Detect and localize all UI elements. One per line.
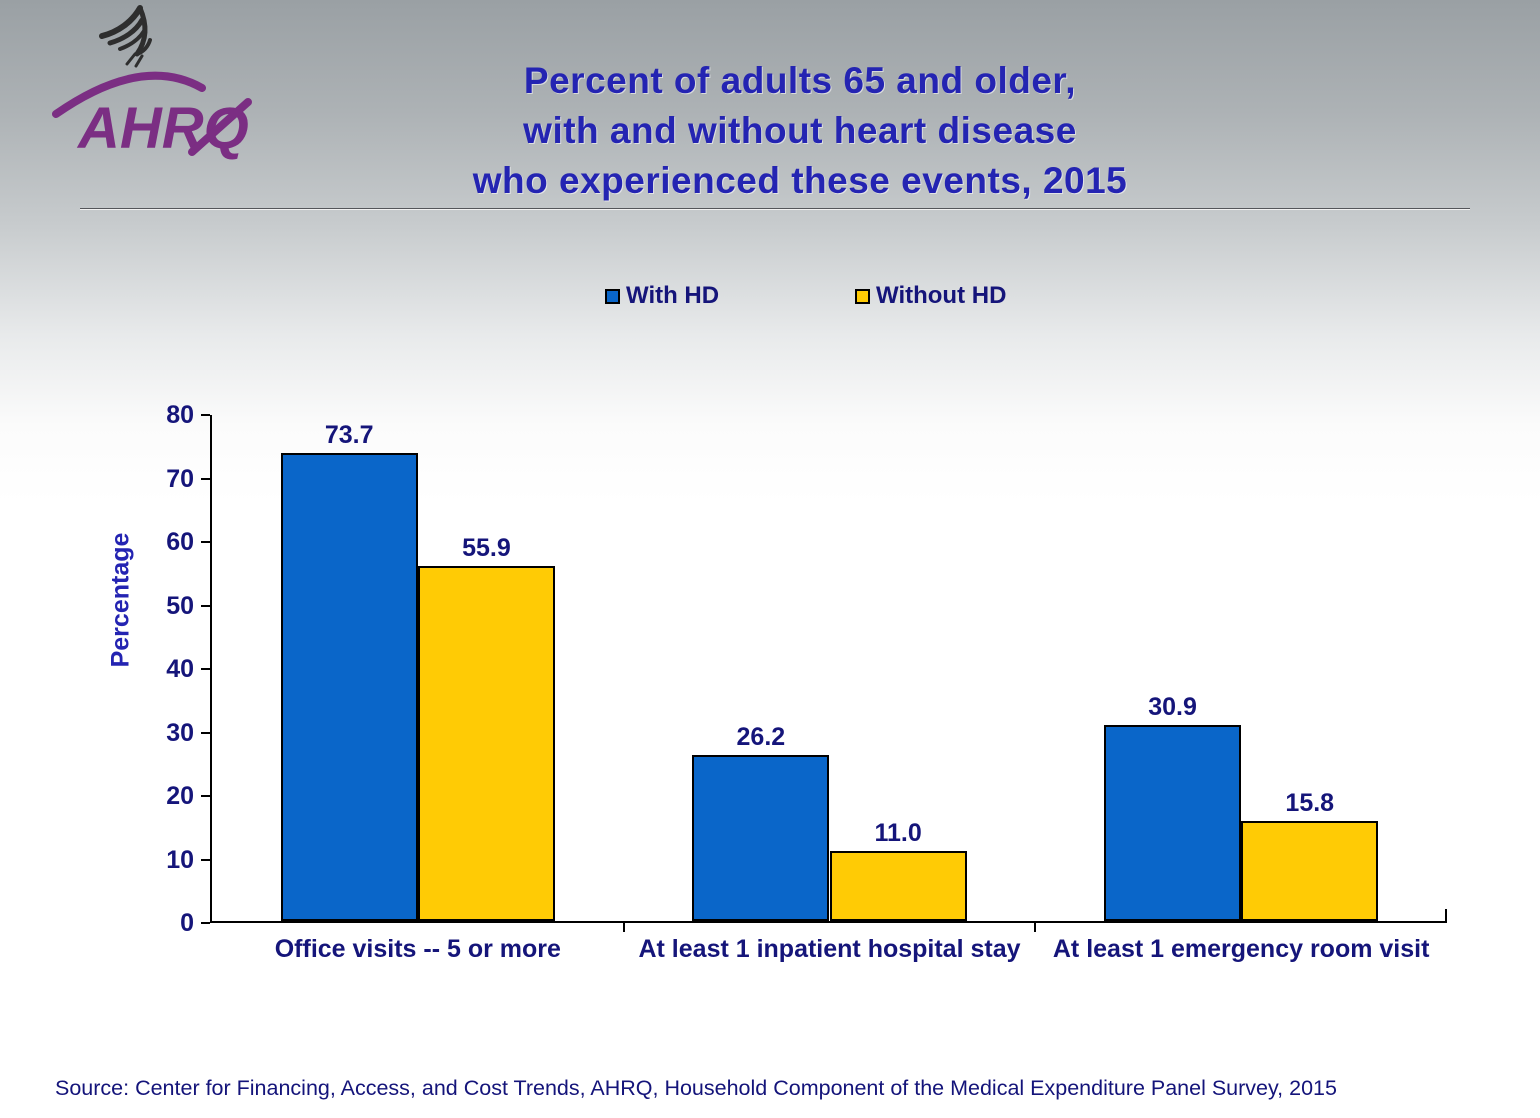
title-line-2: with and without heart disease: [523, 110, 1077, 151]
ahrq-wordmark: AHRQ: [52, 71, 252, 161]
ahrq-logo: AHRQ: [52, 5, 252, 161]
y-tick-label: 70: [166, 464, 194, 493]
legend-label-without-hd: Without HD: [876, 282, 1007, 309]
y-tick-label: 60: [166, 528, 194, 556]
legend-swatch-without-hd-icon: [855, 288, 870, 304]
hhs-eagle-icon: [99, 5, 152, 68]
y-tick: [201, 858, 210, 861]
title-divider: [80, 208, 1470, 210]
y-tick-label: 80: [166, 401, 194, 429]
y-tick-label: 0: [180, 909, 194, 937]
y-tick: [201, 477, 210, 480]
bar-without-hd-1: [829, 851, 967, 921]
source-note: Source: Center for Financing, Access, an…: [55, 1076, 1337, 1100]
bar-with-hd-0: [280, 453, 418, 921]
title-line-3: who experienced these events, 2015: [472, 160, 1128, 201]
x-tick: [622, 923, 625, 932]
y-tick: [201, 731, 210, 734]
y-tick: [201, 795, 210, 797]
value-label: 73.7: [324, 421, 374, 449]
y-tick: [201, 604, 210, 607]
x-tick: [1034, 923, 1037, 932]
value-label: 15.8: [1285, 788, 1335, 817]
category-label: At least 1 emergency room visit: [1052, 935, 1430, 963]
y-tick: [201, 414, 210, 416]
y-tick-label: 30: [166, 718, 194, 747]
legend-item-without-hd: Without HD: [855, 282, 1007, 309]
y-tick: [201, 668, 210, 670]
y-tick-label: 20: [166, 782, 194, 810]
legend-item-with-hd: With HD: [605, 282, 720, 309]
x-axis-end-tick: [1445, 909, 1447, 923]
value-label: 30.9: [1148, 692, 1197, 721]
value-label: 55.9: [462, 534, 511, 563]
category-label: Office visits -- 5 or more: [274, 935, 561, 963]
y-tick: [201, 541, 210, 543]
title-line-1: Percent of adults 65 and older,: [523, 60, 1077, 101]
y-tick-label: 10: [166, 845, 194, 874]
bar-with-hd-2: [1103, 724, 1242, 921]
value-label: 26.2: [736, 722, 786, 751]
bar-without-hd-0: [417, 566, 556, 921]
chart-title: Percent of adults 65 and older, with and…: [230, 56, 1370, 206]
y-tick-label: 40: [166, 655, 194, 683]
y-tick: [201, 922, 210, 924]
plot-area: 0 10 20 30 40 50 60 70 80 73.7 26.2 30.9 55.9 11.0 15.…: [166, 401, 1447, 963]
category-label: At least 1 inpatient hospital stay: [638, 935, 1021, 963]
value-label: 11.0: [874, 819, 922, 848]
legend-swatch-with-hd-icon: [605, 288, 620, 304]
legend-label-with-hd: With HD: [626, 282, 720, 309]
bar-without-hd-2: [1241, 820, 1379, 921]
bar-with-hd-1: [692, 754, 830, 921]
y-tick-label: 50: [166, 591, 194, 620]
